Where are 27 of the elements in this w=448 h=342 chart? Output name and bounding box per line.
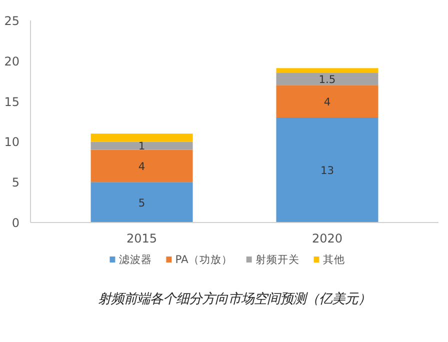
y-tick-label: 20 (4, 54, 20, 68)
bar (276, 73, 378, 86)
bar (90, 150, 193, 182)
y-tick-label: 0 (12, 216, 20, 230)
legend-label: PA（功放） (175, 253, 232, 266)
bar (90, 134, 193, 142)
data-label: 5 (138, 196, 146, 210)
bar (90, 182, 193, 222)
legend-label: 其他 (322, 253, 345, 266)
bar (276, 85, 378, 118)
y-tick-label: 5 (12, 176, 20, 190)
bar (276, 117, 378, 222)
data-label: 4 (138, 160, 146, 173)
bar (90, 142, 193, 150)
x-tick-label: 2020 (312, 232, 343, 246)
text: 射频前端各个细分方向市场空间预测（亿美元） (98, 291, 371, 307)
legend-label: 滤波器 (118, 253, 152, 266)
y-tick-label: 25 (4, 14, 20, 28)
data-label: 4 (324, 95, 331, 108)
data-label: 1 (138, 140, 146, 153)
bar (276, 68, 378, 74)
legend-label: 射频开关 (255, 253, 300, 266)
data-label: 13 (320, 164, 334, 177)
x-tick-label: 2015 (126, 232, 158, 246)
y-tick-label: 15 (4, 94, 20, 109)
y-tick-label: 10 (4, 135, 20, 150)
data-label: 1.5 (318, 73, 336, 86)
